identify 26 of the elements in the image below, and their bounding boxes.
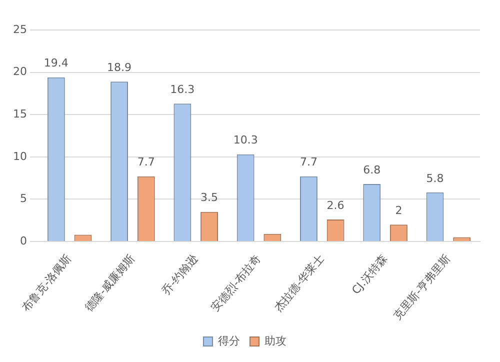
y-tick-label: 15 [12, 107, 27, 120]
y-tick-label: 20 [12, 65, 27, 78]
data-label: 7.7 [137, 156, 155, 169]
data-label: 16.3 [170, 82, 195, 96]
x-tick-label: CJ.沃特森 [349, 252, 390, 297]
data-label: 5.8 [426, 172, 444, 185]
data-label: 3.5 [200, 191, 218, 204]
y-tick-label: 5 [20, 192, 27, 206]
data-label: 18.9 [107, 60, 132, 74]
y-tick-label: 10 [12, 150, 27, 163]
x-tick-label: 德隆-威廉姆斯 [82, 252, 138, 314]
data-label: 7.7 [300, 156, 318, 169]
data-label: 2.6 [326, 198, 344, 212]
data-label: 10.3 [233, 134, 258, 147]
x-tick-label: 布鲁克-洛佩斯 [19, 252, 74, 314]
y-tick-label: 25 [12, 22, 27, 36]
data-label: 19.4 [44, 56, 68, 70]
x-tick-label: 乔-约翰逊 [160, 252, 200, 298]
data-label: 2 [395, 204, 402, 217]
x-tick-label: 杰拉德-华莱士 [272, 252, 327, 314]
x-tick-label: 安德烈-布拉奇 [208, 252, 264, 314]
data-label: 6.8 [363, 163, 381, 176]
legend-label: 助攻 [264, 334, 286, 348]
y-tick-label: 0 [20, 234, 27, 248]
legend-label: 得分 [218, 334, 240, 348]
x-tick-label: 克里斯-亨弗里斯 [390, 252, 453, 323]
